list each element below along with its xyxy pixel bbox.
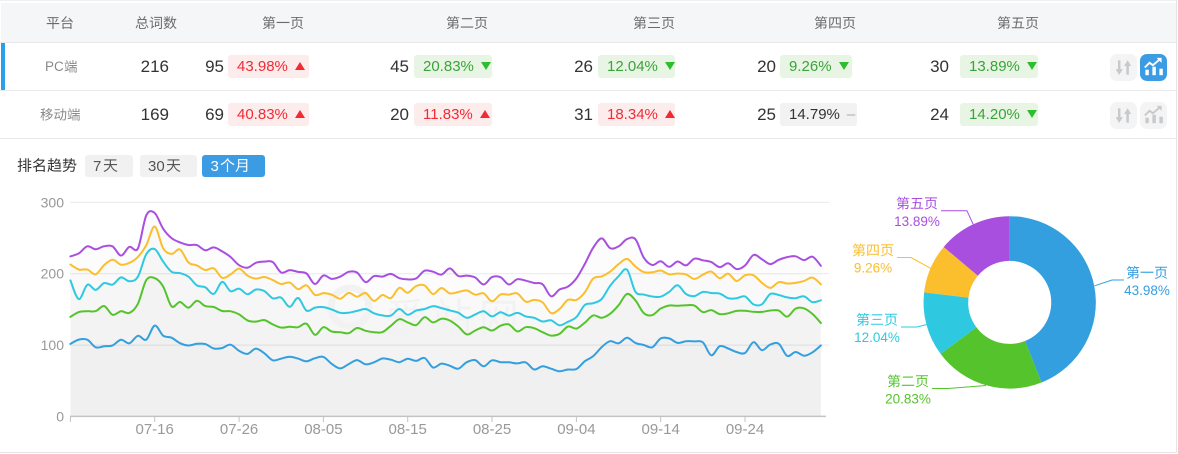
svg-text:200: 200 — [41, 266, 65, 282]
svg-text:20.83%: 20.83% — [885, 392, 931, 407]
svg-text:43.98%: 43.98% — [1124, 283, 1170, 298]
svg-text:13.89%: 13.89% — [894, 214, 940, 229]
svg-text:08-05: 08-05 — [304, 421, 342, 438]
svg-text:09-14: 09-14 — [642, 421, 680, 438]
svg-text:9.26%: 9.26% — [854, 261, 892, 276]
svg-text:08-15: 08-15 — [389, 421, 427, 438]
svg-text:100: 100 — [41, 337, 65, 353]
svg-text:09-24: 09-24 — [726, 421, 764, 438]
svg-text:12.04%: 12.04% — [854, 330, 900, 345]
svg-text:08-25: 08-25 — [473, 421, 511, 438]
svg-text:07-16: 07-16 — [136, 421, 174, 438]
svg-text:0: 0 — [56, 408, 64, 424]
svg-text:07-26: 07-26 — [220, 421, 258, 438]
svg-text:09-04: 09-04 — [557, 421, 595, 438]
svg-text:300: 300 — [41, 194, 65, 210]
